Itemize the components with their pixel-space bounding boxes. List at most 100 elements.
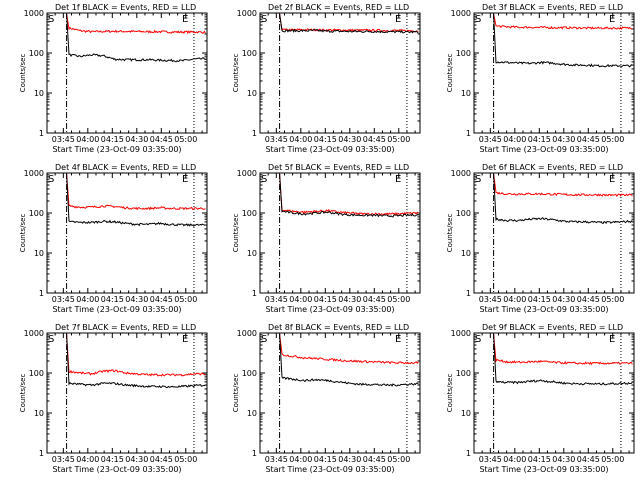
y-tick-label: 100	[29, 49, 44, 58]
x-tick-label: 04:15	[314, 135, 337, 144]
end-marker-label: E	[395, 174, 401, 185]
plot-frame	[46, 332, 208, 454]
lld-series-line	[66, 333, 206, 377]
x-tick-label: 03:45	[265, 455, 288, 464]
y-tick-label: 1000	[24, 329, 44, 338]
y-axis-label: Counts/sec	[446, 374, 454, 413]
x-tick-label: 04:45	[150, 455, 173, 464]
y-axis-label: Counts/sec	[232, 374, 240, 413]
y-tick-label: 1000	[451, 329, 471, 338]
y-tick-label: 1	[252, 289, 257, 298]
x-tick-label: 04:00	[76, 135, 99, 144]
y-tick-label: 1	[466, 449, 471, 458]
events-series-line	[493, 13, 633, 68]
x-tick-label: 04:30	[338, 135, 361, 144]
x-tick-label: 04:15	[528, 455, 551, 464]
x-tick-label: 04:00	[503, 135, 526, 144]
plot-frame	[259, 12, 421, 134]
y-tick-label: 10	[34, 249, 44, 258]
y-axis-label: Counts/sec	[232, 54, 240, 93]
lld-series-line	[279, 173, 419, 216]
y-tick-label: 100	[29, 209, 44, 218]
y-tick-label: 1000	[24, 169, 44, 178]
panel-title: Det 6f BLACK = Events, RED = LLD	[482, 163, 623, 172]
panel-title: Det 2f BLACK = Events, RED = LLD	[268, 3, 409, 12]
y-axis-label: Counts/sec	[446, 214, 454, 253]
plot-frame	[259, 172, 421, 294]
x-tick-label: 04:15	[528, 135, 551, 144]
x-tick-label: 03:45	[52, 295, 75, 304]
x-tick-label: 04:30	[552, 135, 575, 144]
x-axis-label: Start Time (23-Oct-09 03:35:00)	[479, 465, 608, 474]
x-tick-label: 03:45	[479, 295, 502, 304]
x-axis-label: Start Time (23-Oct-09 03:35:00)	[479, 305, 608, 314]
panel-title: Det 1f BLACK = Events, RED = LLD	[55, 3, 196, 12]
x-tick-label: 04:45	[577, 135, 600, 144]
y-tick-label: 10	[34, 409, 44, 418]
end-marker-label: E	[609, 174, 615, 185]
x-tick-label: 05:00	[174, 135, 197, 144]
x-tick-label: 04:15	[101, 455, 124, 464]
x-tick-label: 04:15	[101, 295, 124, 304]
lld-series-line	[493, 333, 633, 366]
x-tick-label: 04:45	[577, 455, 600, 464]
y-tick-label: 1	[39, 449, 44, 458]
x-tick-label: 04:45	[150, 135, 173, 144]
y-tick-label: 10	[461, 89, 471, 98]
y-tick-label: 100	[456, 49, 471, 58]
start-marker-label: S	[261, 14, 267, 25]
x-axis-label: Start Time (23-Oct-09 03:35:00)	[265, 465, 394, 474]
lld-series-line	[279, 333, 419, 365]
events-series-line	[66, 173, 206, 227]
y-tick-label: 1	[252, 449, 257, 458]
x-tick-label: 04:45	[363, 455, 386, 464]
x-tick-label: 04:00	[289, 455, 312, 464]
x-tick-label: 03:45	[265, 135, 288, 144]
plot-frame	[473, 172, 635, 294]
y-tick-label: 10	[461, 409, 471, 418]
x-tick-label: 04:30	[125, 295, 148, 304]
y-tick-label: 100	[29, 369, 44, 378]
y-tick-label: 10	[247, 249, 257, 258]
y-tick-label: 10	[34, 89, 44, 98]
start-marker-label: S	[48, 174, 54, 185]
y-axis-label: Counts/sec	[446, 54, 454, 93]
lld-series-line	[66, 13, 206, 35]
x-tick-label: 03:45	[265, 295, 288, 304]
y-tick-label: 100	[456, 369, 471, 378]
end-marker-label: E	[182, 14, 188, 25]
plot-frame	[473, 332, 635, 454]
events-series-line	[279, 173, 419, 218]
y-tick-label: 1000	[24, 9, 44, 18]
start-marker-label: S	[48, 14, 54, 25]
y-tick-label: 1000	[237, 169, 257, 178]
lld-series-line	[493, 13, 633, 31]
x-tick-label: 04:00	[76, 455, 99, 464]
x-axis-label: Start Time (23-Oct-09 03:35:00)	[52, 145, 181, 154]
x-tick-label: 04:45	[363, 135, 386, 144]
y-tick-label: 1000	[237, 329, 257, 338]
events-series-line	[279, 333, 419, 387]
x-tick-label: 04:15	[314, 455, 337, 464]
end-marker-label: E	[609, 14, 615, 25]
panel-title: Det 8f BLACK = Events, RED = LLD	[268, 323, 409, 332]
x-tick-label: 04:15	[528, 295, 551, 304]
x-tick-label: 05:00	[387, 455, 410, 464]
x-tick-label: 04:00	[289, 135, 312, 144]
start-marker-label: S	[261, 174, 267, 185]
panel-title: Det 4f BLACK = Events, RED = LLD	[55, 163, 196, 172]
y-tick-label: 1000	[451, 169, 471, 178]
panel-title: Det 7f BLACK = Events, RED = LLD	[55, 323, 196, 332]
x-tick-label: 04:00	[503, 295, 526, 304]
y-tick-label: 1000	[237, 9, 257, 18]
x-tick-label: 04:00	[503, 455, 526, 464]
x-tick-label: 04:15	[314, 295, 337, 304]
plot-frame	[46, 12, 208, 134]
start-marker-label: S	[475, 174, 481, 185]
x-axis-label: Start Time (23-Oct-09 03:35:00)	[265, 305, 394, 314]
y-axis-label: Counts/sec	[19, 374, 27, 413]
y-tick-label: 10	[247, 409, 257, 418]
end-marker-label: E	[609, 334, 615, 345]
x-tick-label: 05:00	[387, 135, 410, 144]
